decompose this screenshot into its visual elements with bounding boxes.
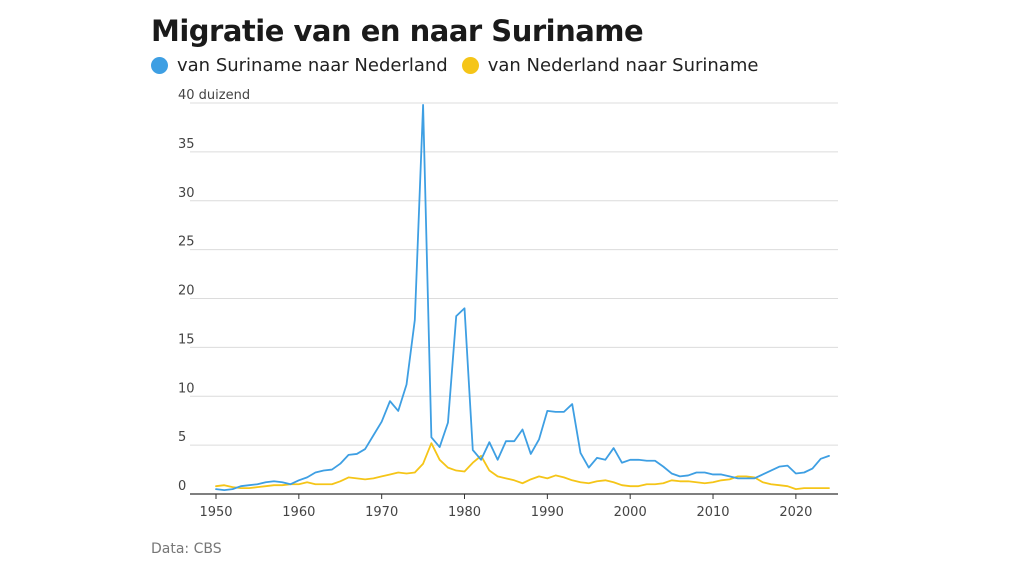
series-line-nederland-to-suriname <box>215 442 830 491</box>
legend-swatch-nederland-to-suriname <box>461 57 479 74</box>
y-tick-label-15: 15 <box>178 332 195 347</box>
x-tick-label-1980: 1980 <box>448 505 481 520</box>
x-axis-ticks: 1950 1960 1970 1980 1990 2000 2010 2020 <box>199 494 812 520</box>
legend-item-sr: van Nederland naar Suriname <box>461 55 759 76</box>
data-source: Data: CBS <box>151 541 222 557</box>
series-lines <box>215 104 830 491</box>
y-tick-label-25: 25 <box>178 235 195 250</box>
y-tick-label-20: 20 <box>178 284 195 299</box>
y-tick-label-10: 10 <box>178 381 195 396</box>
y-tick-label-30: 30 <box>178 186 195 201</box>
legend-swatch-suriname-to-nederland <box>151 57 168 74</box>
y-tick-label-0: 0 <box>178 479 186 494</box>
series-line-suriname-to-nederland <box>215 104 830 491</box>
x-tick-label-2000: 2000 <box>614 505 647 520</box>
chart-title: Migratie van en naar Suriname <box>151 14 644 48</box>
y-tick-label-5: 5 <box>178 430 186 445</box>
gridlines <box>190 102 838 495</box>
x-tick-label-2020: 2020 <box>779 505 812 520</box>
y-tick-label-40: 40 duizend <box>178 88 250 103</box>
y-axis-ticks: 0 5 10 15 20 25 30 35 40 duizend <box>178 88 250 494</box>
legend-item-nl: van Suriname naar Nederland <box>151 55 448 76</box>
x-tick-label-1950: 1950 <box>199 505 232 520</box>
y-tick-label-35: 35 <box>178 137 195 152</box>
x-tick-label-1960: 1960 <box>282 505 315 520</box>
legend-label-nederland-to-suriname: van Nederland naar Suriname <box>487 55 759 76</box>
legend: van Suriname naar Nederland van Nederlan… <box>151 55 772 76</box>
x-tick-label-1970: 1970 <box>365 505 398 520</box>
x-tick-label-2010: 2010 <box>696 505 729 520</box>
legend-label-suriname-to-nederland: van Suriname naar Nederland <box>177 55 448 76</box>
x-tick-label-1990: 1990 <box>531 505 564 520</box>
